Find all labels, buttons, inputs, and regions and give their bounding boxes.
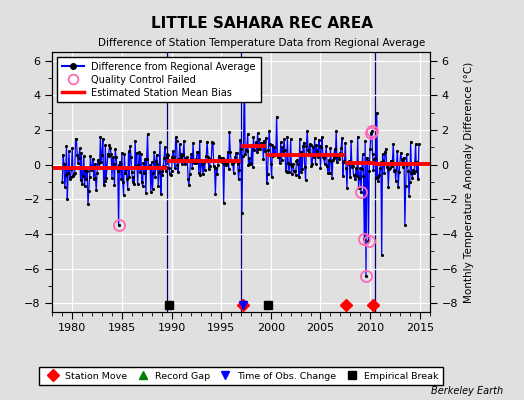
Y-axis label: Monthly Temperature Anomaly Difference (°C): Monthly Temperature Anomaly Difference (… [464,61,474,303]
Text: LITTLE SAHARA REC AREA: LITTLE SAHARA REC AREA [151,16,373,31]
Text: Difference of Station Temperature Data from Regional Average: Difference of Station Temperature Data f… [99,38,425,48]
Text: Berkeley Earth: Berkeley Earth [431,386,503,396]
Legend: Station Move, Record Gap, Time of Obs. Change, Empirical Break: Station Move, Record Gap, Time of Obs. C… [39,367,443,385]
